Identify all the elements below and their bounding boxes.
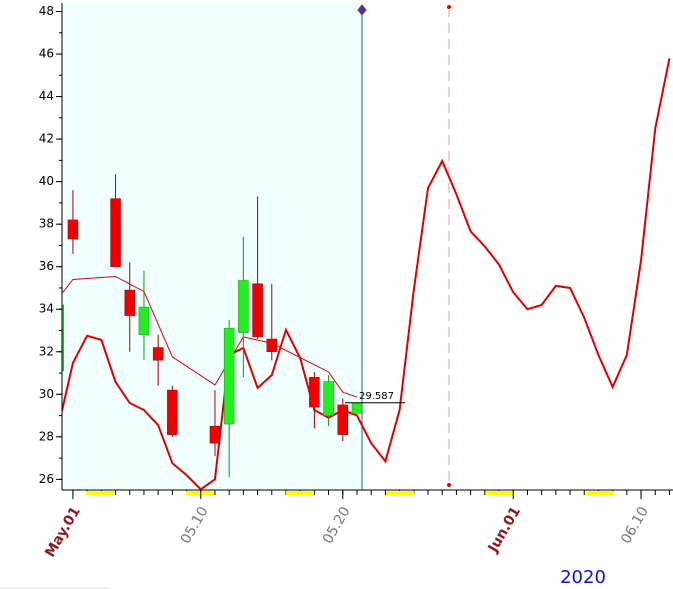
line (62, 275, 358, 398)
weekend-marker (86, 491, 114, 495)
x-tick-label: May.01 (42, 504, 84, 560)
x-tick-label: 05.10 (178, 504, 212, 547)
candle-body (223, 328, 235, 425)
candle-body (266, 338, 278, 353)
y-tick-label: 34 (39, 302, 54, 316)
candle-body (209, 425, 221, 444)
candle-body (337, 404, 349, 435)
last-price-label: 29.587 (359, 391, 394, 402)
y-tick-label: 42 (39, 132, 54, 146)
dashed-marker (447, 483, 451, 487)
line (62, 58, 671, 490)
weekend-marker (486, 491, 514, 495)
weekend-marker (386, 491, 414, 495)
y-tick-label: 32 (39, 344, 54, 358)
candle-body (152, 347, 164, 361)
y-tick-label: 48 (39, 4, 54, 18)
y-tick-label: 30 (39, 387, 54, 401)
candle-body (238, 280, 249, 333)
selection-area (62, 3, 362, 490)
candle-body (138, 306, 150, 336)
cursor-marker (357, 4, 367, 16)
candle-body (167, 389, 178, 435)
candle-body (323, 381, 334, 416)
y-tick-label: 44 (39, 89, 54, 103)
candle-body (351, 402, 363, 414)
candle-body (110, 198, 121, 267)
y-tick-label: 36 (39, 259, 54, 273)
candle-body (124, 289, 135, 316)
weekend-marker (586, 491, 614, 495)
y-tick-label: 40 (39, 174, 54, 188)
y-tick-label: 26 (39, 472, 54, 486)
plot-area (62, 58, 671, 490)
y-tick-label: 46 (39, 47, 54, 61)
candle-body (67, 219, 79, 240)
candle-body (252, 283, 263, 338)
year-label: 2020 (560, 567, 606, 588)
weekend-marker (186, 491, 214, 495)
x-tick-label: 06.10 (618, 504, 652, 547)
y-tick-label: 28 (39, 429, 54, 443)
candle-body (309, 377, 320, 408)
weekend-marker (286, 491, 314, 495)
x-tick-label: Jun.01 (485, 504, 524, 556)
dashed-marker (447, 5, 451, 9)
y-tick-label: 38 (39, 217, 54, 231)
x-tick-label: 05.20 (320, 504, 354, 547)
candle-body (62, 304, 64, 372)
